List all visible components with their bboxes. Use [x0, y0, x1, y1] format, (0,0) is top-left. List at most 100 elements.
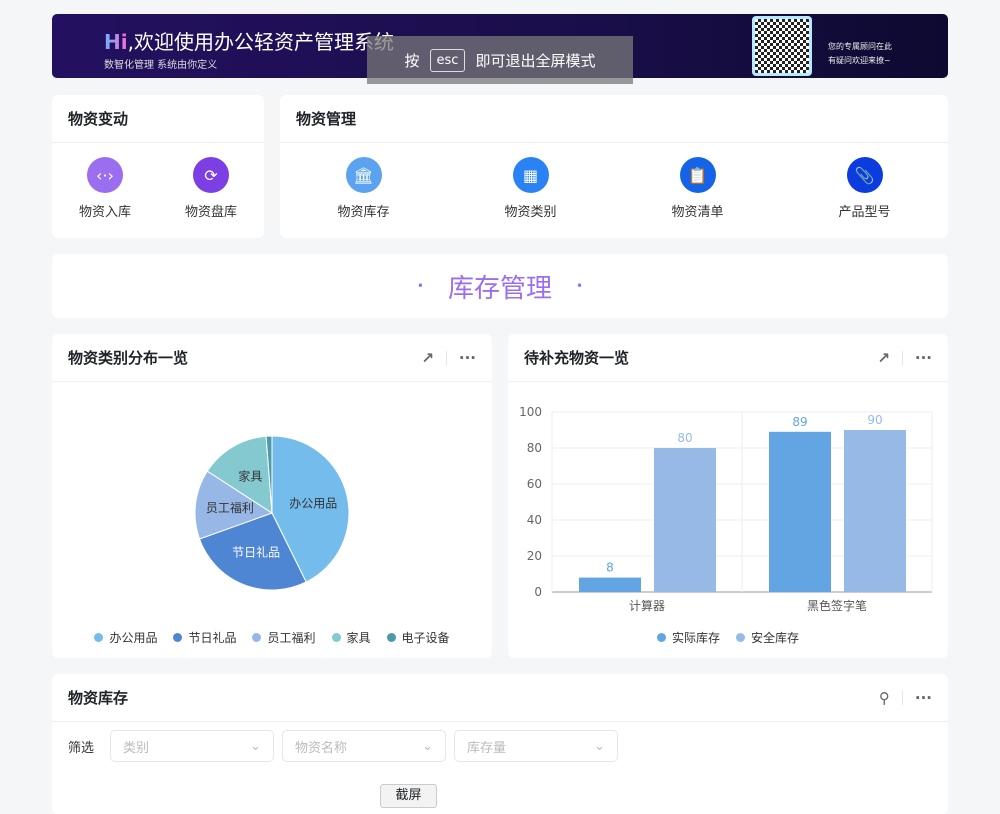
legend-item[interactable]: 员工福利: [252, 629, 316, 646]
legend-swatch: [252, 633, 262, 642]
esc-key: esc: [429, 48, 466, 72]
slice-label: 家具: [238, 469, 262, 484]
banner-title: Hi,欢迎使用办公轻资产管理系统: [104, 26, 394, 55]
dot: •: [416, 279, 424, 293]
material-manage-card: 物资管理 🏛 物资库存 ▦ 物资类别 📋 物资清单 📎 产品型号: [280, 95, 948, 238]
chevron-down-icon: ⌄: [250, 738, 262, 754]
hint-post: 即可退出全屏模式: [475, 51, 596, 70]
data-label: 8: [606, 561, 614, 575]
material-name-select[interactable]: 物资名称 ⌄: [282, 730, 447, 762]
bar-chart-card: 待补充物资一览 ↗ ··· 0 20 40 60 80 100 计算器 8 80 黑色签字笔 89 90 …: [508, 334, 948, 658]
legend-label: 实际库存: [671, 631, 720, 645]
legend-item[interactable]: 安全库存: [736, 629, 799, 646]
data-label: 80: [677, 431, 692, 445]
more-icon[interactable]: ···: [914, 688, 932, 707]
more-icon[interactable]: ···: [914, 348, 932, 367]
pie-slice: [198, 512, 307, 591]
legend-item[interactable]: 节日礼品: [173, 629, 236, 646]
legend-item[interactable]: 办公用品: [94, 629, 157, 646]
banner-title-text: ,欢迎使用办公轻资产管理系统: [127, 30, 394, 54]
label: 物资库存: [337, 205, 390, 220]
y-tick-label: 100: [519, 405, 542, 419]
search-icon[interactable]: ⚲: [878, 688, 890, 707]
code-arrows-icon: ‹·›: [87, 157, 123, 193]
legend-label: 安全库存: [751, 631, 800, 645]
bar: [579, 577, 641, 592]
fullscreen-exit-hint: 按 esc 即可退出全屏模式: [367, 36, 633, 84]
grid-icon: ▦: [512, 157, 549, 193]
more-icon[interactable]: ···: [458, 348, 476, 367]
stock-check-button[interactable]: ⟳ 物资盘库: [166, 157, 256, 220]
paperclip-icon: 📎: [846, 157, 883, 193]
qr-code: [752, 16, 812, 76]
stock-in-button[interactable]: ‹·› 物资入库: [60, 157, 150, 220]
bar: [769, 431, 831, 592]
label: 物资盘库: [184, 205, 237, 220]
data-label: 90: [867, 413, 882, 427]
card-title: 待补充物资一览: [524, 349, 630, 367]
clipboard-icon: 📋: [679, 157, 716, 193]
y-tick-label: 40: [527, 513, 542, 527]
placeholder: 库存量: [467, 740, 507, 756]
legend-item[interactable]: 实际库存: [656, 629, 720, 646]
card-title: 物资管理: [296, 110, 357, 128]
hint-pre: 按: [404, 51, 420, 70]
y-tick-label: 60: [527, 477, 542, 491]
placeholder: 类别: [123, 740, 150, 756]
category-select[interactable]: 类别 ⌄: [110, 730, 275, 762]
card-title: 物资库存: [68, 689, 129, 707]
card-title: 物资类别分布一览: [68, 349, 189, 367]
inventory-button[interactable]: 🏛 物资库存: [319, 157, 409, 220]
section-header: • 库存管理 •: [52, 254, 948, 318]
legend-swatch: [386, 633, 396, 642]
chevron-down-icon: ⌄: [594, 738, 606, 754]
sync-icon: ⟳: [193, 157, 229, 193]
banner-subtitle: 数智化管理 系统由你定义: [104, 60, 218, 71]
legend-label: 办公用品: [109, 631, 158, 645]
legend-swatch: [94, 633, 104, 642]
material-change-card: 物资变动 ‹·› 物资入库 ⟳ 物资盘库: [52, 95, 264, 238]
expand-icon[interactable]: ↗: [421, 348, 434, 367]
legend-item[interactable]: 电子设备: [386, 629, 450, 646]
qr-text-2: 有疑问欢迎来撩~: [828, 56, 891, 65]
bank-icon: 🏛: [345, 157, 382, 193]
label: 物资类别: [504, 205, 557, 220]
card-title: 物资变动: [68, 110, 129, 128]
slice-label: 办公用品: [289, 495, 337, 510]
label: 产品型号: [838, 205, 891, 220]
label: 物资入库: [78, 205, 131, 220]
bar-legend: 实际库存 安全库存: [508, 629, 948, 646]
placeholder: 物资名称: [295, 740, 348, 756]
x-tick-label: 计算器: [629, 598, 665, 613]
bar-chart: 0 20 40 60 80 100 计算器 8 80 黑色签字笔 89 90: [519, 405, 933, 613]
pie-slice: [271, 435, 350, 583]
slice-label: 员工福利: [206, 500, 254, 515]
screenshot-button[interactable]: 截屏: [380, 784, 437, 808]
pie-slice: [265, 435, 273, 514]
pie-legend: 办公用品 节日礼品 员工福利 家具 电子设备: [52, 629, 492, 646]
legend-label: 电子设备: [401, 631, 450, 645]
legend-item[interactable]: 家具: [331, 629, 371, 646]
legend-label: 员工福利: [267, 631, 316, 645]
stock-quantity-select[interactable]: 库存量 ⌄: [454, 730, 619, 762]
expand-icon[interactable]: ↗: [877, 348, 890, 367]
chevron-down-icon: ⌄: [422, 738, 434, 754]
banner-hi: Hi: [104, 30, 128, 54]
bar: [654, 448, 716, 592]
filter-label: 筛选: [68, 740, 95, 756]
x-tick-label: 黑色签字笔: [807, 598, 867, 613]
legend-label: 节日礼品: [188, 631, 237, 645]
legend-swatch: [656, 633, 666, 642]
category-button[interactable]: ▦ 物资类别: [486, 157, 576, 220]
y-tick-label: 80: [527, 441, 542, 455]
label: 物资清单: [671, 205, 724, 220]
bar: [844, 430, 906, 592]
material-list-button[interactable]: 📋 物资清单: [653, 157, 743, 220]
qr-text: 您的专属顾问在此 有疑问欢迎来撩~: [828, 40, 892, 68]
y-tick-label: 20: [527, 549, 542, 563]
y-tick-label: 0: [534, 585, 542, 599]
stock-card: 物资库存 ⚲ ··· 筛选 类别 ⌄ 物资名称 ⌄ 库存量 ⌄: [52, 674, 948, 814]
product-model-button[interactable]: 📎 产品型号: [820, 157, 910, 220]
pie-chart-card: 物资类别分布一览 ↗ ··· 办公用品 节日礼品 员工福利 家具 办公用品 节日礼品 员工福利…: [52, 334, 492, 658]
